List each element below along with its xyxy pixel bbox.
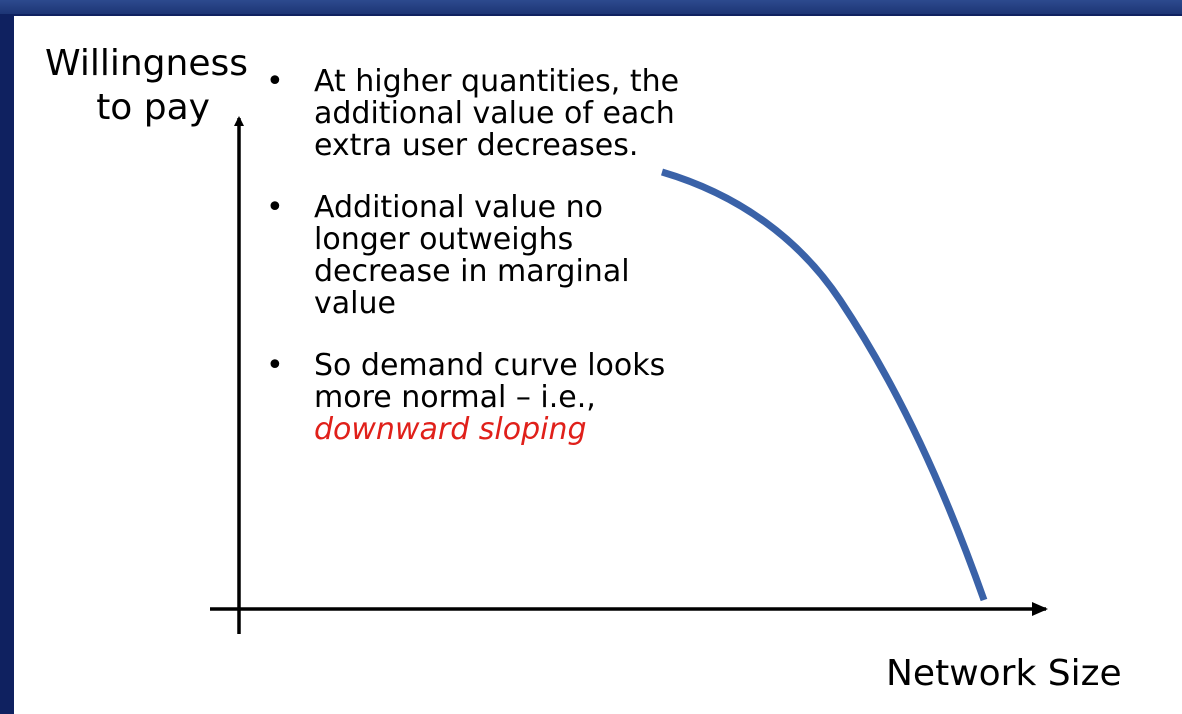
y-axis-label-line1: Willingness (45, 43, 248, 84)
bullet-text: At higher quantities, the additional val… (314, 64, 680, 163)
bullet-item: • At higher quantities, the additional v… (266, 66, 696, 162)
emphasis-text: downward sloping (314, 412, 587, 447)
y-axis-label-line2: to pay (96, 87, 210, 128)
bullet-item: • Additional value no longer outweighs d… (266, 192, 696, 320)
bullet-dot-icon: • (266, 64, 284, 99)
bullet-dot-icon: • (266, 190, 284, 225)
title-bar (0, 0, 1182, 14)
bullet-dot-icon: • (266, 348, 284, 383)
demand-curve (661, 168, 988, 602)
x-axis-label: Network Size (886, 653, 1122, 694)
bullet-text: Additional value no longer outweighs dec… (314, 190, 630, 321)
y-axis-label: Willingness to pay (22, 42, 248, 130)
slide-canvas (14, 16, 1182, 714)
bullet-text: So demand curve looks more normal – i.e.… (314, 348, 666, 415)
bullet-item: • So demand curve looks more normal – i.… (266, 350, 696, 446)
bullet-list: • At higher quantities, the additional v… (266, 66, 696, 446)
